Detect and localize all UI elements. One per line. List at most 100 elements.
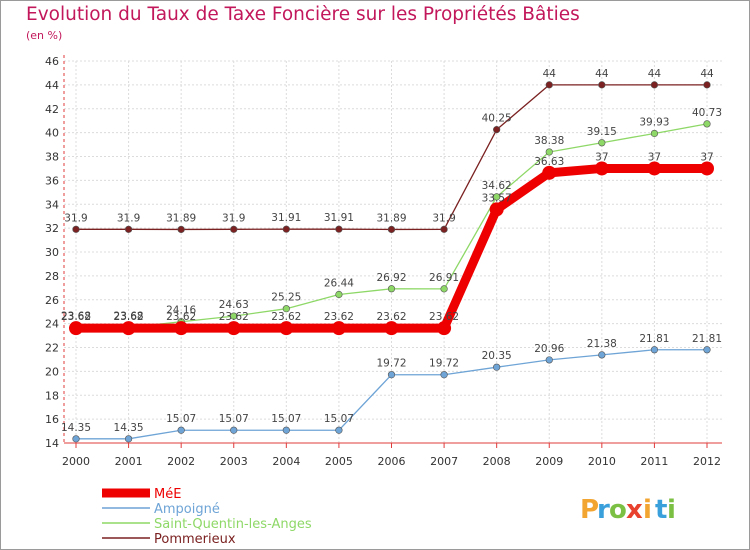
data-point xyxy=(437,321,452,336)
data-point xyxy=(440,285,448,293)
data-label: 15.07 xyxy=(166,413,196,425)
data-label: 20.35 xyxy=(482,350,512,362)
y-tick-label: 42 xyxy=(45,103,59,116)
data-point xyxy=(72,225,80,233)
data-label: 23.62 xyxy=(324,311,354,323)
data-point xyxy=(598,139,606,147)
axes: 14 16 18 20 22 24 26 28 30 32 34 36 38 40 42 44 46 2000 20… xyxy=(45,55,722,468)
data-point xyxy=(177,426,185,434)
data-label: 40.25 xyxy=(482,113,512,125)
legend-label: Ampoigné xyxy=(154,502,220,517)
logo-letter: i xyxy=(643,495,652,525)
data-point xyxy=(230,426,238,434)
x-tick-label: 2009 xyxy=(535,455,563,468)
data-point xyxy=(226,321,241,336)
data-label: 23.62 xyxy=(61,311,91,323)
legend: MéEAmpoignéSaint-Quentin-les-AngesPommer… xyxy=(102,487,312,547)
data-label: 15.07 xyxy=(271,413,301,425)
y-tick-label: 26 xyxy=(45,294,59,307)
data-point xyxy=(387,285,396,293)
y-tick-label: 18 xyxy=(45,389,59,402)
logo-letter: t xyxy=(655,495,667,525)
data-label: 14.35 xyxy=(61,422,91,434)
data-label: 24.16 xyxy=(166,305,196,317)
data-label: 31.89 xyxy=(166,212,196,224)
data-label: 31.9 xyxy=(222,212,245,224)
x-tick-label: 2000 xyxy=(62,455,90,468)
x-tick-label: 2002 xyxy=(167,455,195,468)
y-tick-label: 32 xyxy=(45,222,59,235)
data-point xyxy=(650,346,659,354)
y-tick-label: 16 xyxy=(45,413,59,426)
data-label: 37 xyxy=(648,151,661,163)
data-label: 23.62 xyxy=(219,311,249,323)
y-tick-label: 40 xyxy=(45,127,59,140)
data-point xyxy=(69,321,83,336)
logo-letter: P xyxy=(580,495,599,525)
data-point xyxy=(282,225,290,233)
legend-label: MéE xyxy=(154,487,181,502)
data-label: 31.91 xyxy=(271,212,301,224)
data-label: 44 xyxy=(648,68,662,80)
data-label: 36.63 xyxy=(534,156,564,168)
data-label: 21.81 xyxy=(639,333,669,345)
y-tick-label: 44 xyxy=(45,79,59,92)
x-tick-label: 2006 xyxy=(378,455,406,468)
data-label: 31.91 xyxy=(324,212,354,224)
data-label: 14.35 xyxy=(114,422,144,434)
data-point xyxy=(545,148,553,156)
data-label: 37 xyxy=(700,151,713,163)
data-point xyxy=(489,202,504,217)
data-point xyxy=(440,225,448,233)
data-label: 23.68 xyxy=(114,310,144,322)
data-label: 40.73 xyxy=(692,107,722,119)
data-point xyxy=(493,193,501,201)
x-tick-label: 2003 xyxy=(220,455,248,468)
data-label: 23.62 xyxy=(271,311,301,323)
grid-lines xyxy=(64,60,722,444)
data-point xyxy=(387,371,396,379)
data-label: 25.25 xyxy=(271,292,301,304)
y-tick-label: 14 xyxy=(45,437,59,450)
data-point xyxy=(493,363,501,371)
data-label: 37 xyxy=(595,151,608,163)
data-label: 24.63 xyxy=(219,299,249,311)
y-tick-label: 46 xyxy=(45,55,59,68)
data-point xyxy=(335,290,343,299)
data-label: 21.81 xyxy=(692,333,722,345)
y-tick-label: 24 xyxy=(45,318,59,331)
data-point xyxy=(335,225,343,233)
data-label: 33.57 xyxy=(482,192,512,204)
data-point xyxy=(650,129,659,138)
y-tick-label: 20 xyxy=(45,365,59,378)
data-label: 39.93 xyxy=(639,116,669,128)
data-label: 23.62 xyxy=(429,311,459,323)
data-point xyxy=(440,371,448,379)
data-point xyxy=(279,321,294,336)
data-point xyxy=(545,356,553,364)
data-label: 44 xyxy=(700,68,714,80)
data-point xyxy=(230,312,238,320)
data-point xyxy=(230,225,238,233)
data-label: 31.9 xyxy=(432,212,455,224)
data-point xyxy=(72,435,80,443)
x-tick-label: 2004 xyxy=(272,455,300,468)
data-point xyxy=(598,81,606,89)
data-point xyxy=(594,161,609,176)
y-tick-label: 34 xyxy=(45,198,59,211)
x-tick-label: 2010 xyxy=(588,455,616,468)
data-point xyxy=(282,426,290,434)
data-label: 26.91 xyxy=(429,272,459,284)
x-tick-label: 2012 xyxy=(693,455,721,468)
data-labels: 31.9 31.9 31.89 31.9 31.91 31.91 31.89 31.9 40.2… xyxy=(61,68,722,434)
data-label: 15.07 xyxy=(219,413,249,425)
data-label: 26.92 xyxy=(376,272,406,284)
logo-letter: i xyxy=(667,495,676,525)
data-point xyxy=(121,321,136,336)
logo-letter: x xyxy=(626,495,643,525)
series-group xyxy=(69,81,714,443)
legend-label: Saint-Quentin-les-Anges xyxy=(154,517,312,532)
data-point xyxy=(124,225,133,233)
data-point xyxy=(335,426,343,434)
chart-title: Evolution du Taux de Taxe Foncière sur l… xyxy=(26,4,580,25)
